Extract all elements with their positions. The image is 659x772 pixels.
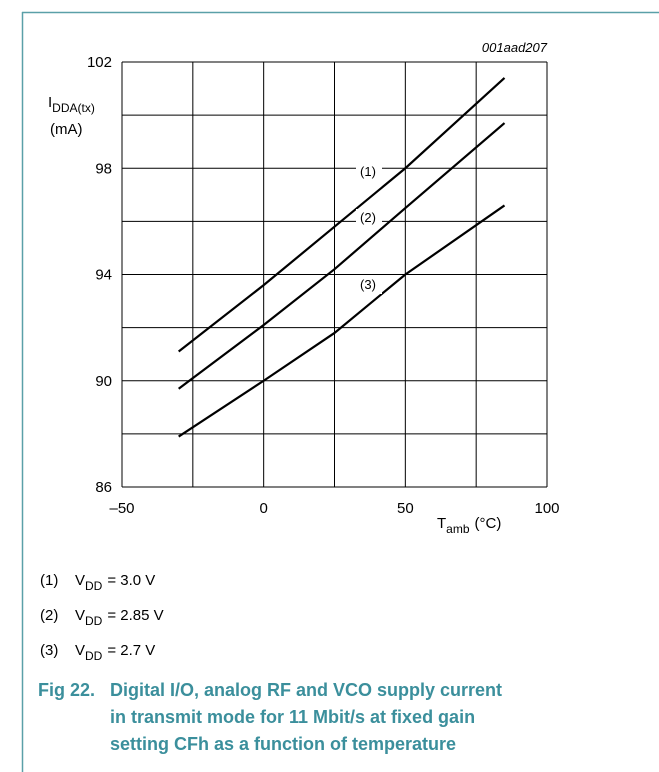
series-line [178,204,506,438]
legend-text: VDD = 3.0 V [75,572,155,593]
caption-line: setting CFh as a function of temperature [110,734,456,754]
curve-label: (3) [360,277,376,292]
y-tick-label: 94 [95,267,112,284]
legend-rest: = 2.7 V [107,642,155,659]
legend-index: (1) [40,572,58,589]
y-tick-label: 98 [95,160,112,177]
series-line [177,77,506,353]
x-tick-label: –50 [109,500,134,517]
x-label-main: T [437,515,446,532]
y-axis-label: IDDA(tx) [48,94,95,115]
legend-sub: DD [85,614,103,628]
y-axis-unit: (mA) [50,121,83,138]
y-tick-label: 90 [95,373,112,390]
x-label-sub: amb [446,522,470,536]
label-bg [356,163,382,181]
y-tick-label: 102 [87,54,112,71]
legend-symbol: V [75,642,85,659]
x-tick-label: 100 [534,500,559,517]
legend-sub: DD [85,579,103,593]
legend-symbol: V [75,572,85,589]
legend-text: VDD = 2.7 V [75,642,155,663]
legend-rest: = 2.85 V [107,607,163,624]
y-label-main: I [48,94,52,111]
legend-index: (2) [40,607,58,624]
annotation: 001aad207 [482,40,548,55]
label-bg [356,276,382,294]
x-label-unit: (°C) [475,515,502,532]
legend-sub: DD [85,649,103,663]
caption-number: Fig 22. [38,680,95,700]
curve-label: (2) [360,210,376,225]
series-line [178,122,506,390]
y-tick-label: 86 [95,479,112,496]
label-bg [356,209,382,227]
legend-text: VDD = 2.85 V [75,607,164,628]
x-tick-label: 50 [397,500,414,517]
x-tick-label: 0 [259,500,267,517]
caption-line: Digital I/O, analog RF and VCO supply cu… [110,680,502,700]
curve-label: (1) [360,164,376,179]
x-axis-label: Tamb (°C) [437,515,501,536]
legend-symbol: V [75,607,85,624]
caption-line: in transmit mode for 11 Mbit/s at fixed … [110,707,475,727]
y-label-sub: DDA(tx) [52,101,95,115]
legend-index: (3) [40,642,58,659]
legend-rest: = 3.0 V [107,572,155,589]
